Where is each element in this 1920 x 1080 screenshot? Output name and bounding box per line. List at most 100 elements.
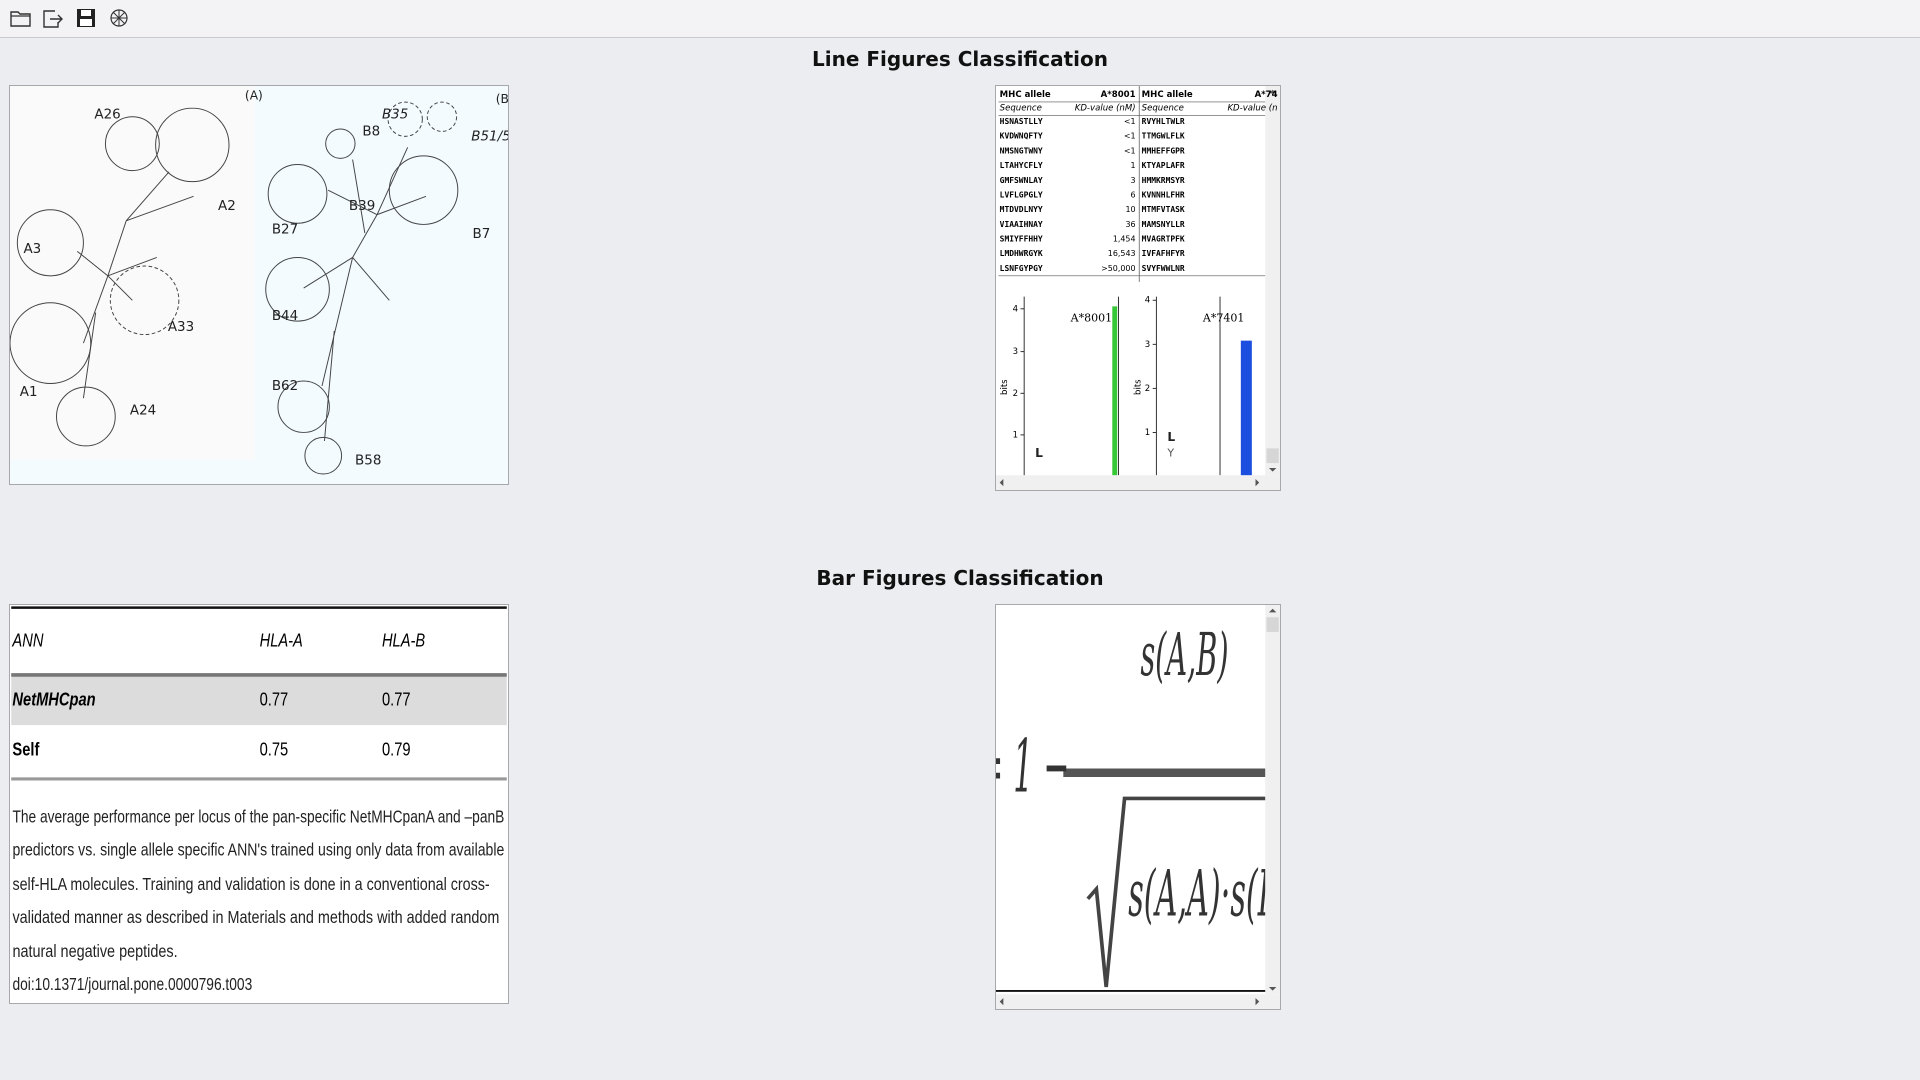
tree-label: B7 (473, 227, 491, 242)
kd-value: 3 (1130, 176, 1135, 185)
sequence: LSNFGYPGY (1000, 264, 1043, 273)
sequence: RVYHLTWLR (1142, 117, 1185, 126)
sequence: GMFSWNLAY (1000, 176, 1043, 185)
sequence: KVNNHLFHR (1142, 190, 1185, 199)
sequence: MVAGRTPFK (1142, 235, 1185, 244)
logo-tick-label: 4 (1013, 304, 1018, 314)
sequence: KTYAPLAFR (1142, 161, 1185, 170)
sequence: SVYFWWLNR (1142, 264, 1185, 273)
tree-label: B8 (362, 124, 380, 139)
section-title: Bar Figures Classification (816, 566, 1104, 590)
svg-text:L: L (1035, 446, 1043, 460)
kd-value: 16,543 (1108, 249, 1136, 258)
logo-title: A*7401 (1202, 312, 1244, 325)
peptide-image: L L Y MHC allele A*8001 Sequence KD-value (… (996, 86, 1280, 490)
logo-tick-label: 1 (1013, 430, 1018, 440)
table-header: HLA-A (260, 630, 303, 651)
open-folder-button[interactable] (9, 7, 33, 29)
kd-value: 1 (1130, 161, 1135, 170)
logo-tick-label: 2 (1013, 389, 1018, 399)
kd-value: 10 (1125, 205, 1135, 214)
tree-label: A26 (94, 107, 120, 122)
logo-axis-label: bits (1000, 379, 1010, 395)
network-button[interactable] (107, 7, 131, 29)
caption-line: doi:10.1371/journal.pone.0000796.t003 (12, 974, 252, 994)
tree-label: A2 (218, 199, 236, 214)
table-cell: NetMHCpan (12, 689, 95, 710)
section-title: Line Figures Classification (812, 47, 1108, 71)
sequence-header: Sequence (1000, 104, 1042, 114)
table-header: HLA-B (382, 630, 425, 651)
formula-figure: d = 1 − s(A,B) s(A,A)·s(B,B (995, 604, 1281, 1010)
tree-label: (A) (245, 88, 263, 102)
sequence: LTAHYCFLY (1000, 161, 1043, 170)
kd-value: >50,000 (1101, 264, 1135, 273)
logo-title: A*8001 (1070, 312, 1112, 325)
table-cell: 0.75 (260, 739, 289, 760)
table-cell: 0.77 (382, 689, 411, 710)
table-figure: ANN HLA-A HLA-B NetMHCpan 0.77 0.77 Self 0.75 0.… (9, 604, 509, 1004)
caption-line: The average performance per locus of the… (12, 807, 504, 827)
allele-name: A*74 (1255, 90, 1278, 100)
kd-value: 36 (1125, 220, 1135, 229)
sequence: IVFAFHFYR (1142, 249, 1185, 258)
toolbar (0, 0, 1920, 38)
formula-lhs: d = 1 − (996, 725, 1069, 810)
save-button[interactable] (74, 7, 98, 29)
table-image: ANN HLA-A HLA-B NetMHCpan 0.77 0.77 Self 0.75 0.… (11, 606, 507, 994)
sequence: LVFLGPGLY (1000, 190, 1043, 199)
export-button[interactable] (41, 7, 65, 29)
sequence: MMHEFFGPR (1142, 146, 1185, 155)
formula-denominator: s(A,A)·s(B,B (1128, 857, 1280, 931)
formula-image: d = 1 − s(A,B) s(A,A)·s(B,B (996, 605, 1280, 1009)
kd-value: 6 (1130, 190, 1135, 199)
formula-numerator: s(A,B) (1140, 620, 1228, 689)
sequence: VIAAIHNAY (1000, 220, 1043, 229)
sequence: HMMKRMSYR (1142, 176, 1185, 185)
kd-value: <1 (1124, 117, 1136, 126)
tree-label: (B) (496, 92, 508, 106)
tree-label: A1 (20, 385, 38, 400)
allele-header: MHC allele (1000, 90, 1051, 100)
table-cell: 0.77 (260, 689, 289, 710)
sequence: HSNASTLLY (1000, 117, 1043, 126)
kd-header: KD-value (nM) (1075, 104, 1136, 114)
kd-value: <1 (1124, 146, 1136, 155)
sequence: SMIYFFHHY (1000, 235, 1043, 244)
tree-image: (A) A26 A2 A3 A33 A1 A24 (B) B35 B51/55 B8 B39 B27 B7… (10, 86, 508, 475)
table-cell: Self (12, 739, 39, 760)
tree-label: A24 (130, 403, 156, 418)
sequence: TTMGWLFLK (1142, 132, 1185, 141)
allele-name: A*8001 (1101, 90, 1136, 100)
svg-text:Y: Y (1166, 446, 1174, 459)
caption-line: validated manner as described in Materia… (12, 907, 499, 927)
tree-label: B27 (272, 222, 298, 237)
kd-value: <1 (1124, 132, 1136, 141)
logo-tick-label: 1 (1145, 428, 1150, 438)
table-cell: 0.79 (382, 739, 411, 760)
caption-line: natural negative peptides. (12, 941, 177, 961)
allele-header: MHC allele (1142, 90, 1193, 100)
peptide-figure: L L Y MHC allele A*8001 Sequence KD-value (… (995, 85, 1281, 491)
logo-tick-label: 2 (1145, 384, 1150, 394)
tree-label: B39 (349, 199, 375, 214)
logo-tick-label: 3 (1145, 340, 1150, 350)
kd-value: 1,454 (1113, 235, 1136, 244)
kd-header: KD-value (n (1227, 104, 1277, 114)
sequence: NMSNGTWNY (1000, 146, 1043, 155)
logo-tick-label: 4 (1145, 296, 1150, 306)
logo-axis-label: bits (1134, 379, 1144, 395)
tree-figure: (A) A26 A2 A3 A33 A1 A24 (B) B35 B51/55 B8 B39 B27 B7… (9, 85, 509, 485)
sequence-header: Sequence (1142, 104, 1184, 114)
sequence: MAMSNYLLR (1142, 220, 1185, 229)
caption-line: predictors vs. single allele specific AN… (12, 840, 504, 860)
logo-tick-label: 3 (1013, 347, 1018, 357)
sequence: MTMFVTASK (1142, 205, 1185, 214)
tree-label: A3 (23, 242, 41, 257)
svg-text:L: L (1167, 430, 1175, 444)
table-header: ANN (12, 630, 44, 651)
sequence: LMDHWRGYK (1000, 249, 1043, 258)
tree-label: B44 (272, 309, 298, 324)
